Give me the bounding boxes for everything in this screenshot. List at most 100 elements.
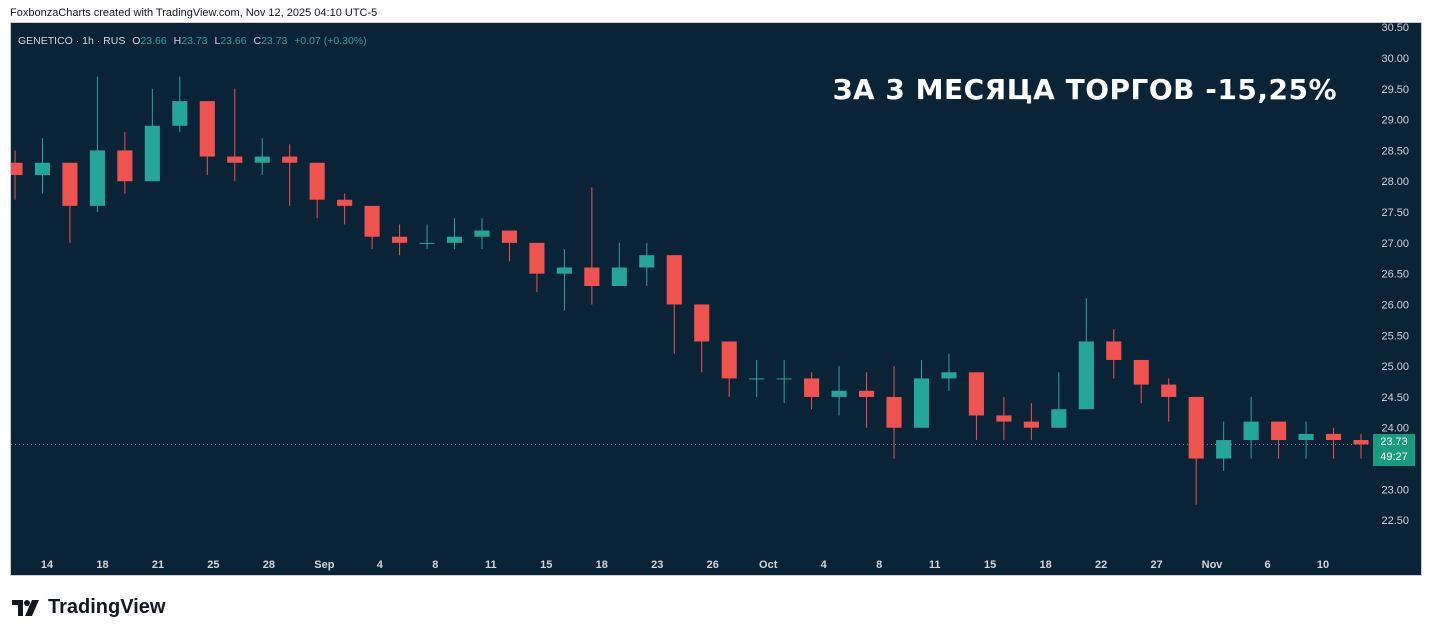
y-tick-label: 22.50 <box>1381 515 1409 527</box>
last-price-label: 23.73 49:27 <box>1373 434 1415 467</box>
y-tick-label: 24.00 <box>1381 423 1409 435</box>
brand-name: TradingView <box>48 596 166 618</box>
candle-body <box>584 267 600 286</box>
x-tick-label: Nov <box>1202 559 1224 571</box>
candle-body <box>227 156 243 163</box>
candle-body <box>1023 421 1039 428</box>
candle-body <box>1271 421 1287 441</box>
x-tick-label: 6 <box>1264 559 1270 571</box>
high-label: H <box>173 35 182 47</box>
candle-body <box>1188 396 1204 459</box>
candle-body <box>666 255 682 305</box>
x-tick-label: 25 <box>207 559 219 571</box>
x-tick-label: 10 <box>1317 559 1329 571</box>
candle-body <box>62 162 78 206</box>
y-tick-label: 27.00 <box>1381 238 1409 250</box>
candle-body <box>858 390 875 397</box>
x-tick-label: 18 <box>596 559 608 571</box>
candle-body <box>913 378 930 428</box>
symbol-name: GENETICO · 1h · RUS <box>18 35 126 47</box>
bar-countdown: 49:27 <box>1380 451 1408 464</box>
candle-body <box>282 156 298 163</box>
candle-body <box>639 255 655 268</box>
candle-body <box>611 267 627 286</box>
high-value: 23.73 <box>181 35 208 47</box>
candle-body <box>501 230 518 243</box>
candle-body <box>392 236 408 243</box>
x-tick-label: Oct <box>759 559 778 571</box>
y-tick-label: 27.50 <box>1381 207 1409 219</box>
candle-body <box>474 230 490 237</box>
candle-body <box>1051 409 1067 428</box>
chart-attribution: FoxbonzaCharts created with TradingView.… <box>10 7 378 19</box>
last-price-value: 23.73 <box>1380 436 1408 449</box>
y-tick-label: 23.00 <box>1381 484 1409 496</box>
low-value: 23.66 <box>220 35 247 47</box>
candle-body <box>968 372 984 416</box>
open-label: O <box>132 35 141 47</box>
y-tick-label: 29.00 <box>1381 115 1409 127</box>
candle-body <box>199 101 215 157</box>
candle-body <box>446 236 463 243</box>
x-tick-label: 23 <box>651 559 663 571</box>
symbol-legend: GENETICO · 1h · RUS O23.66 H23.73 L23.66… <box>18 35 367 47</box>
candle-body <box>144 125 160 182</box>
candlestick-chart[interactable]: 22.5023.0023.5024.0024.5025.0025.5026.00… <box>11 23 1421 575</box>
candle-body <box>11 162 23 176</box>
x-tick-label: 18 <box>1039 559 1051 571</box>
candle-body <box>1106 341 1122 360</box>
candle-body <box>34 162 51 176</box>
candle-body <box>1243 421 1259 441</box>
tradingview-logo[interactable]: TradingView <box>12 596 165 619</box>
x-tick-label: 18 <box>96 559 108 571</box>
y-tick-label: 26.50 <box>1381 269 1409 281</box>
x-tick-label: 15 <box>540 559 552 571</box>
y-tick-label: 28.50 <box>1381 145 1409 157</box>
candle-body <box>89 150 105 206</box>
candle-body <box>556 267 572 274</box>
candle-body <box>1216 440 1232 459</box>
candle-body <box>694 304 710 342</box>
x-tick-label: 4 <box>377 559 384 571</box>
candle-body <box>117 150 133 182</box>
x-tick-label: 8 <box>432 559 438 571</box>
chart-panel[interactable]: 22.5023.0023.5024.0024.5025.0025.5026.00… <box>10 22 1422 576</box>
tradingview-logo-icon <box>12 599 39 616</box>
candle-body <box>1353 440 1369 445</box>
candle-body <box>721 341 737 379</box>
candle-body <box>364 205 380 237</box>
y-tick-label: 24.50 <box>1381 392 1409 404</box>
candle-body <box>1298 433 1314 441</box>
change-value: +0.07 (+0.30%) <box>294 35 367 47</box>
candle-body <box>1325 433 1342 441</box>
candle-body <box>172 101 188 126</box>
x-tick-label: 15 <box>984 559 996 571</box>
y-tick-label: 30.00 <box>1381 53 1409 65</box>
candle-body <box>254 156 270 163</box>
y-tick-label: 29.50 <box>1381 84 1409 96</box>
candle-body <box>1161 384 1177 397</box>
candle-body <box>804 378 820 397</box>
y-tick-label: 30.50 <box>1381 23 1409 34</box>
candle-body <box>419 242 435 244</box>
x-tick-label: 8 <box>876 559 882 571</box>
x-tick-label: 27 <box>1150 559 1162 571</box>
x-tick-label: 11 <box>485 559 497 571</box>
x-tick-label: 11 <box>929 559 941 571</box>
open-value: 23.66 <box>140 35 167 47</box>
x-tick-label: 21 <box>152 559 164 571</box>
x-tick-label: 14 <box>41 559 54 571</box>
y-tick-label: 28.00 <box>1381 176 1409 188</box>
close-label: C <box>253 35 262 47</box>
candle-body <box>529 242 545 274</box>
candle-body <box>1078 341 1094 410</box>
x-tick-label: 28 <box>263 559 275 571</box>
candle-body <box>1133 359 1149 385</box>
x-tick-label: 4 <box>821 559 828 571</box>
candle-body <box>886 396 902 428</box>
y-tick-label: 25.00 <box>1381 361 1409 373</box>
chart-annotation: ЗА 3 МЕСЯЦА ТОРГОВ -15,25% <box>832 73 1337 106</box>
candle-body <box>996 415 1012 422</box>
candle-body <box>831 390 847 397</box>
low-label: L <box>214 35 221 47</box>
